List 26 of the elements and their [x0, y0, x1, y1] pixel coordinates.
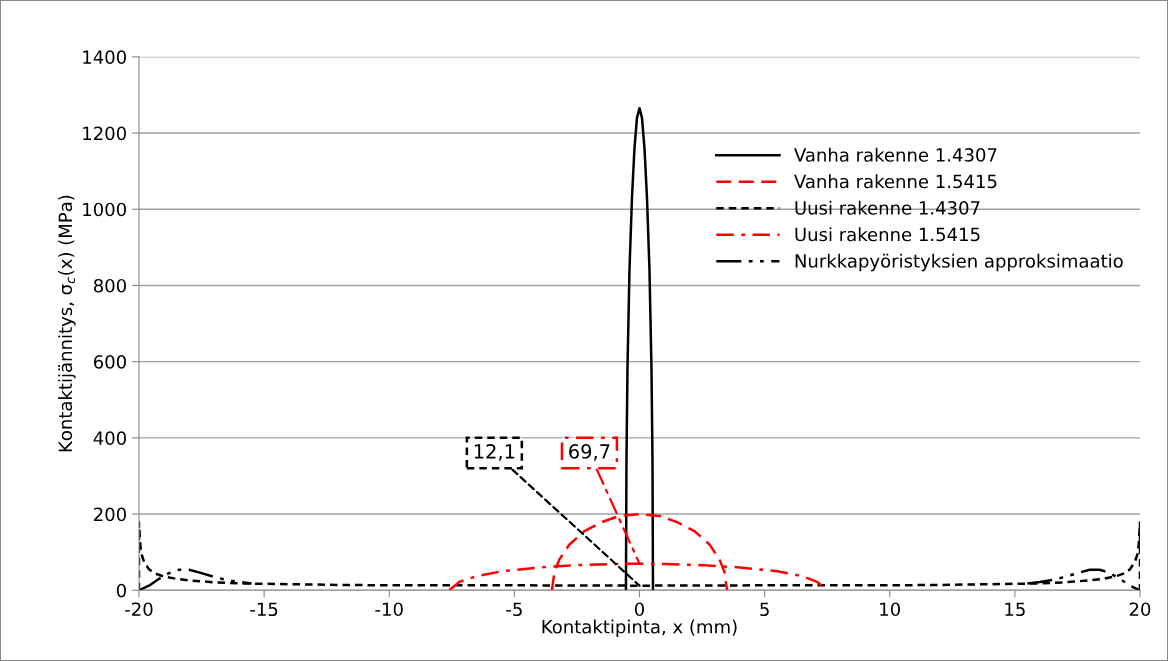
- x-tick-label: -5: [506, 602, 522, 617]
- y-axis-title: Kontaktijännitys, σ$_{c}$(x) (MPa): [58, 195, 76, 452]
- x-tick-label: -20: [125, 602, 153, 617]
- annotation: 12,1: [474, 444, 515, 461]
- legend-label: Uusi rakenne 1.4307: [795, 200, 980, 215]
- x-axis-title: Kontaktipinta, x (mm): [542, 619, 737, 638]
- x-tick-label: 20: [1129, 602, 1151, 617]
- y-tick-label: 400: [93, 431, 126, 445]
- legend-label: Vanha rakenne 1.4307: [794, 147, 997, 162]
- y-tick-label: 800: [93, 278, 126, 293]
- x-tick-label: 0: [634, 602, 645, 617]
- legend-label: Vanha rakenne 1.5415: [794, 174, 997, 189]
- y-tick-label: 1200: [83, 126, 126, 141]
- y-tick-label: 0: [116, 583, 126, 598]
- x-tick-label: 15: [1005, 602, 1025, 617]
- x-tick-label: -15: [250, 602, 278, 617]
- legend-label: Nurkkapyöristyksien approksimaatio: [795, 253, 1123, 272]
- y-tick-label: 1400: [83, 50, 126, 64]
- x-tick-label: -10: [375, 602, 403, 617]
- annotation: 69,7: [569, 444, 610, 461]
- x-tick-label: 10: [880, 602, 901, 617]
- legend-label: Uusi rakenne 1.5415: [795, 227, 980, 242]
- y-tick-label: 1000: [83, 202, 126, 217]
- y-tick-label: 200: [94, 507, 126, 522]
- x-tick-label: 5: [760, 602, 769, 617]
- y-tick-label: 600: [93, 355, 126, 369]
